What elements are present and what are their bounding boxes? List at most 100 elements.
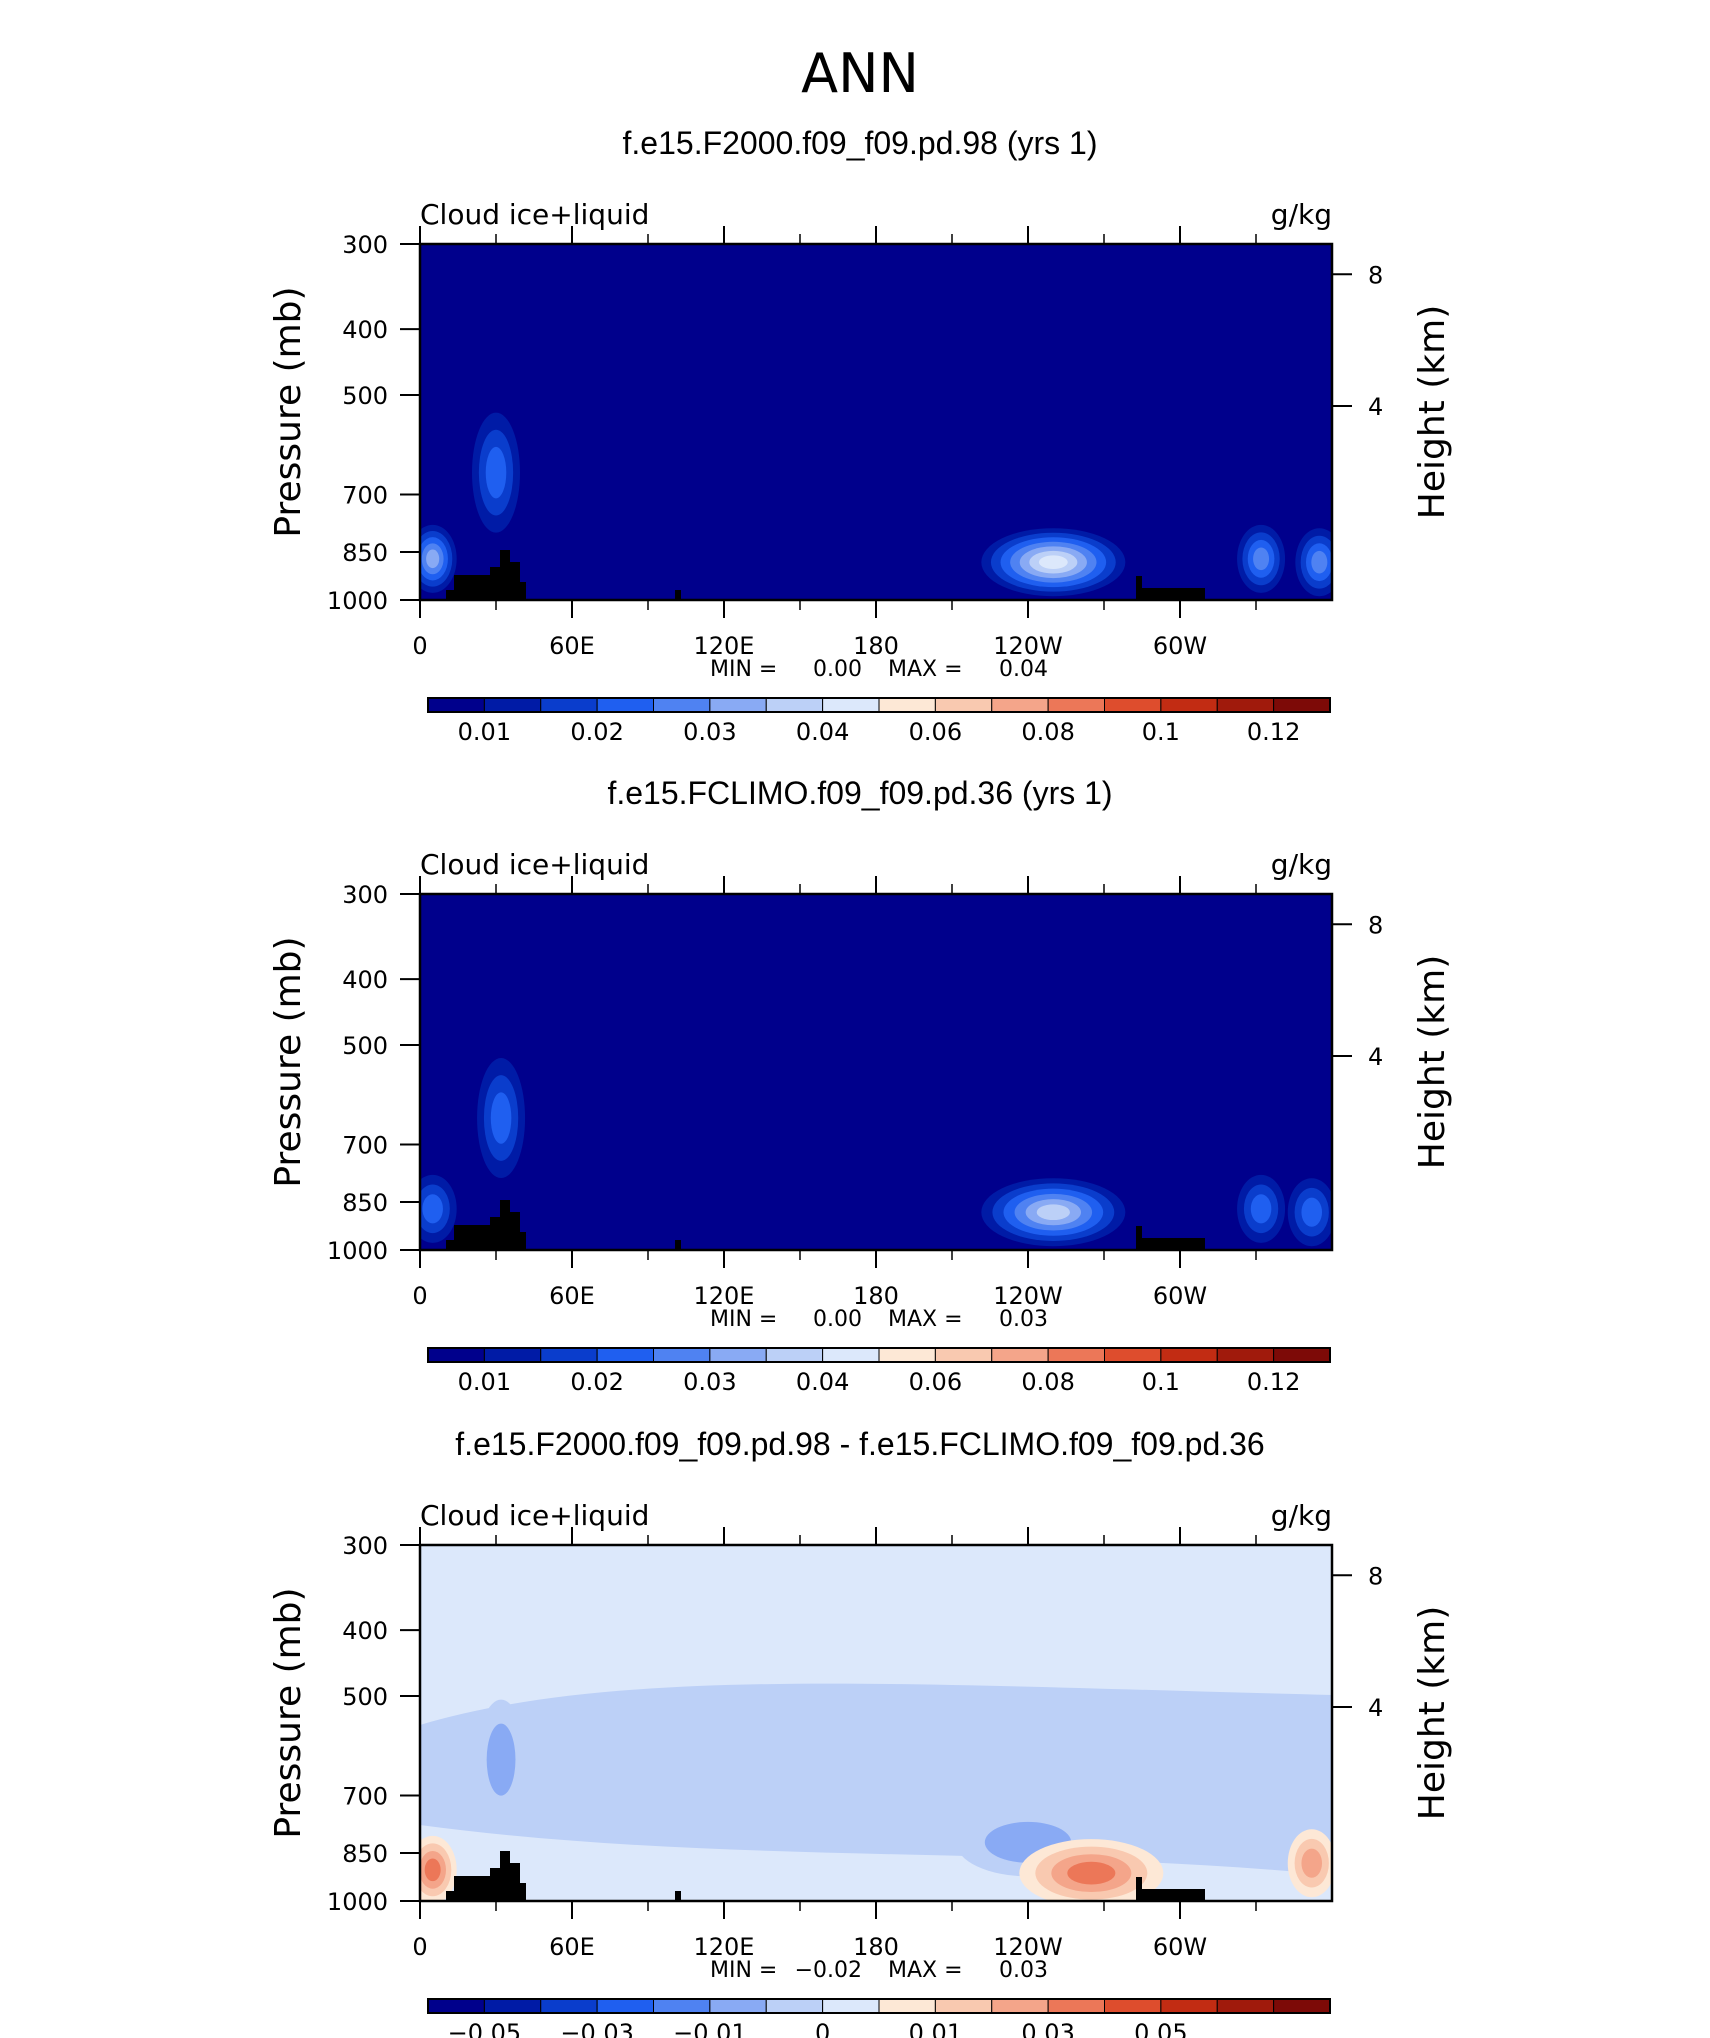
colorbar-box (765, 1347, 824, 1363)
colorbar-frame (427, 1347, 1331, 1363)
colorbar-box (1047, 1998, 1105, 2014)
units-label: g/kg (1271, 848, 1332, 881)
colorbar-box (822, 1998, 880, 2014)
colorbar-label: 0.05 (1134, 2019, 1187, 2038)
y-right-tick-label: 4 (1368, 1043, 1383, 1071)
y-axis-label: Pressure (mb) (268, 286, 309, 537)
contour-4-3 (1250, 1194, 1272, 1224)
y-right-tick-label: 8 (1368, 1562, 1383, 1590)
y-tick-label: 850 (342, 1189, 388, 1217)
variable-label: Cloud ice+liquid (420, 848, 649, 881)
colorbar-label: −0.01 (673, 2019, 747, 2038)
contour-2-2 (486, 1723, 516, 1796)
colorbar-box (822, 697, 880, 713)
y-tick-label: 500 (342, 1683, 388, 1711)
colorbar-box (709, 697, 767, 713)
colorbar-label: 0.02 (570, 718, 623, 746)
colorbar-label: 0.1 (1142, 718, 1180, 746)
colorbar-box (934, 1347, 993, 1363)
variable-label: Cloud ice+liquid (420, 198, 649, 231)
y-tick-label: 700 (342, 482, 388, 510)
y-axis-label: Pressure (mb) (268, 936, 309, 1187)
colorbar-box (653, 1998, 711, 2014)
panel-2: f.e15.FCLIMO.f09_f09.pd.36 (yrs 1) Cloud … (268, 775, 1453, 1396)
y-tick-label: 850 (342, 539, 388, 567)
colorbar-box (540, 1998, 598, 2014)
y-tick-label: 700 (342, 1132, 388, 1160)
units-label: g/kg (1271, 1499, 1332, 1532)
units-label: g/kg (1271, 198, 1332, 231)
panel-title: f.e15.F2000.f09_f09.pd.98 - f.e15.FCLIMO… (455, 1426, 1264, 1462)
colorbar-label: 0.04 (796, 1368, 849, 1396)
colorbar-box (1047, 1347, 1105, 1363)
y-tick-label: 850 (342, 1840, 388, 1868)
x-tick-label: 120E (694, 1933, 755, 1961)
colorbar-box (483, 1998, 542, 2014)
contour-5-4 (1311, 550, 1328, 574)
panel-1: f.e15.F2000.f09_f09.pd.98 (yrs 1) Cloud i… (268, 125, 1453, 746)
colorbar-label: 0.06 (909, 718, 962, 746)
topography-africa (446, 1200, 526, 1250)
max-value: 0.04 (999, 657, 1048, 682)
contour-4-4 (1067, 1861, 1116, 1885)
colorbar-box (1160, 697, 1218, 713)
contour-5-3 (1301, 1197, 1323, 1227)
colorbar-label: −0.05 (448, 2019, 522, 2038)
topography-africa (446, 1851, 526, 1901)
topography-south-america (1136, 1226, 1205, 1250)
colorbar-label: 0.06 (909, 1368, 962, 1396)
colorbar-box (1216, 697, 1275, 713)
x-tick-label: 180 (853, 1933, 899, 1961)
y-tick-label: 400 (342, 316, 388, 344)
x-tick-label: 60E (549, 632, 595, 660)
field-background (420, 244, 1332, 600)
colorbar-box (483, 1347, 542, 1363)
colorbar-label: 0.03 (1021, 2019, 1074, 2038)
panel-title: f.e15.F2000.f09_f09.pd.98 (yrs 1) (623, 125, 1098, 161)
colorbar-label: 0 (815, 2019, 830, 2038)
y-tick-label: 300 (342, 1532, 388, 1560)
y-axis-label-right: Height (km) (1412, 1606, 1453, 1820)
topography-island (675, 590, 681, 600)
colorbar-box (1273, 1998, 1331, 2014)
data-field (420, 244, 1332, 600)
x-tick-label: 120W (993, 1933, 1063, 1961)
y-tick-label: 400 (342, 966, 388, 994)
x-tick-label: 0 (412, 632, 427, 660)
colorbar-box (878, 1347, 936, 1363)
y-tick-label: 1000 (327, 1888, 388, 1916)
colorbar-label: 0.1 (1142, 1368, 1180, 1396)
y-tick-label: 1000 (327, 587, 388, 615)
colorbar-label: 0.01 (458, 718, 511, 746)
topography-south-america (1136, 576, 1205, 600)
colorbar-box (765, 1998, 824, 2014)
field-background (420, 894, 1332, 1250)
y-axis-label-right: Height (km) (1412, 955, 1453, 1169)
contour-5-3 (1301, 1848, 1323, 1878)
colorbar-label: 0.03 (683, 1368, 736, 1396)
colorbar-box (427, 697, 485, 713)
y-tick-label: 500 (342, 382, 388, 410)
y-tick-label: 500 (342, 1032, 388, 1060)
y-tick-label: 300 (342, 231, 388, 259)
contour-1-5 (426, 549, 440, 569)
colorbar-box (1216, 1998, 1275, 2014)
main-title: ANN (801, 42, 919, 105)
topography-south-america (1136, 1877, 1205, 1901)
colorbar-box (1104, 697, 1162, 713)
y-tick-label: 700 (342, 1783, 388, 1811)
contour-4-4 (1253, 547, 1270, 571)
contour-2-3 (485, 446, 507, 499)
x-tick-label: 120W (993, 1282, 1063, 1310)
colorbar-box (540, 1347, 598, 1363)
colorbar-label: −0.03 (560, 2019, 634, 2038)
x-tick-label: 60E (549, 1282, 595, 1310)
negative-region (420, 1683, 1332, 1875)
contour-1-4 (424, 1858, 441, 1882)
colorbar-box (540, 697, 598, 713)
y-right-tick-label: 4 (1368, 393, 1383, 421)
colorbar-box (878, 1998, 936, 2014)
x-tick-label: 60W (1153, 1933, 1207, 1961)
min-label: MIN = (710, 657, 777, 682)
